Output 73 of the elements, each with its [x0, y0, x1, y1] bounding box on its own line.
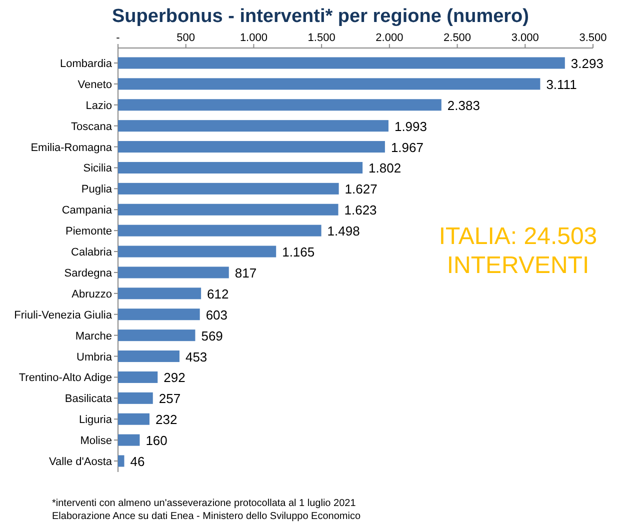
bar [118, 392, 153, 404]
x-tick-label: - [116, 32, 120, 44]
data-label: 1.165 [282, 244, 315, 260]
data-label: 603 [206, 307, 228, 322]
bar [118, 330, 196, 342]
x-tick-label: 500 [176, 32, 196, 44]
annotation: INTERVENTI [446, 252, 590, 279]
y-tick-label: Liguria [78, 414, 113, 426]
x-tick-label: 3.000 [511, 32, 539, 44]
y-tick-label: Friuli-Venezia Giulia [14, 309, 113, 322]
x-tick-label: 1.000 [240, 32, 268, 44]
data-label: 257 [158, 391, 181, 406]
y-tick-label: Campania [62, 204, 113, 217]
data-label: 612 [207, 286, 229, 302]
bar [118, 99, 442, 111]
data-label: 1.993 [394, 118, 428, 134]
bar [118, 288, 202, 300]
y-tick-label: Calabria [71, 246, 113, 259]
y-tick-label: Piemonte [66, 226, 112, 238]
bar [118, 224, 322, 236]
y-tick-label: Valle d'Aosta [48, 456, 113, 468]
text: Elaborazione Ance su dati Enea - Ministero dello Sviluppo Economico [52, 511, 361, 522]
data-label: 292 [164, 370, 186, 386]
annotation: ITALIA: 24.503 [438, 223, 598, 250]
data-label: 3.111 [546, 76, 577, 92]
x-tick-label: 1.500 [308, 32, 336, 44]
bar [118, 455, 124, 467]
data-label: 1.967 [390, 140, 424, 155]
data-label: 817 [234, 265, 257, 280]
bar [118, 141, 385, 153]
text: *interventi con almeno un'asseverazione protocollata al 1 luglio 2021 [52, 498, 356, 509]
y-tick-label: Lombardia [60, 58, 113, 70]
data-label: 453 [185, 349, 208, 364]
data-label: 232 [155, 412, 178, 428]
data-label: 1.802 [368, 160, 402, 176]
y-tick-label: Puglia [81, 184, 113, 196]
y-tick-label: Marche [75, 330, 112, 342]
chart-title: Superbonus - interventi* per regione (numero) [112, 6, 529, 27]
bar [118, 413, 150, 425]
y-tick-label: Basilicata [64, 393, 113, 406]
y-tick-label: Toscana [71, 120, 113, 133]
x-tick-label: 2.000 [376, 32, 404, 44]
x-tick-label: 3.500 [579, 32, 607, 44]
data-label: 1.498 [327, 224, 360, 239]
bar [118, 434, 140, 446]
bar [118, 371, 158, 383]
bar [118, 308, 200, 320]
y-tick-label: Trentino-Alto Adige [18, 372, 112, 384]
bar [118, 120, 388, 132]
y-tick-label: Sicilia [83, 162, 113, 175]
bar [118, 162, 363, 174]
data-label: 569 [201, 328, 223, 344]
y-tick-label: Lazio [86, 100, 112, 112]
bar [118, 350, 180, 362]
bar [118, 204, 338, 216]
y-tick-label: Emilia-Romagna [30, 142, 113, 154]
data-label: 1.627 [344, 182, 378, 197]
data-label: 46 [130, 454, 145, 470]
y-tick-label: Veneto [78, 78, 112, 91]
x-tick-label: 2.500 [444, 32, 472, 44]
data-label: 160 [146, 433, 168, 448]
bar [118, 57, 565, 69]
data-label: 2.383 [447, 98, 480, 113]
data-label: 3.293 [570, 56, 604, 71]
y-tick-label: Umbria [76, 351, 113, 364]
data-label: 1.623 [344, 202, 377, 218]
y-tick-label: Sardegna [64, 267, 113, 280]
bar [118, 182, 339, 194]
y-tick-label: Abruzzo [72, 288, 112, 300]
y-tick-label: Molise [80, 435, 112, 448]
bar [118, 78, 540, 90]
bar [118, 246, 276, 258]
bar [118, 266, 229, 278]
